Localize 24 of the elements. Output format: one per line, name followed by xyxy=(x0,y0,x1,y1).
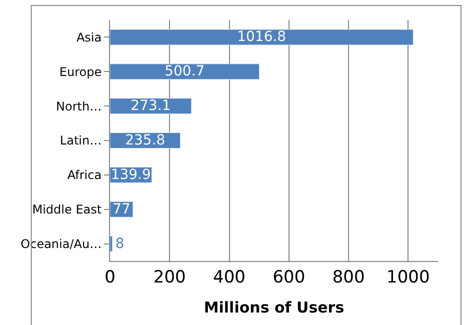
y-tick-label: Europe xyxy=(59,64,102,79)
bar xyxy=(110,64,260,80)
x-tick-label: 600 xyxy=(272,267,306,288)
bar xyxy=(110,29,414,46)
x-tick-label: 200 xyxy=(153,267,186,288)
x-tick-label: 1000 xyxy=(386,267,430,288)
data-label: 235.8 xyxy=(125,132,166,148)
x-axis-title: Millions of Users xyxy=(204,298,344,316)
y-tick-label: Middle East xyxy=(32,202,102,217)
y-tick-label: North… xyxy=(56,99,102,114)
data-label: 273.1 xyxy=(130,98,171,114)
data-label: 139.9 xyxy=(110,166,151,183)
data-label: 8 xyxy=(115,236,124,252)
bar xyxy=(110,236,113,252)
y-tick-label: Latin… xyxy=(60,134,102,148)
x-tick-label: 800 xyxy=(332,267,365,288)
x-tick-label: 0 xyxy=(104,267,116,288)
y-tick-label: Africa xyxy=(67,168,102,182)
data-label: 1016.8 xyxy=(237,29,286,46)
y-tick-label: Asia xyxy=(76,30,102,44)
x-tick-label: 400 xyxy=(213,267,246,288)
y-tick-label: Oceania/Au… xyxy=(20,236,102,251)
data-label: 77 xyxy=(112,201,130,218)
data-label: 500.7 xyxy=(164,64,205,80)
